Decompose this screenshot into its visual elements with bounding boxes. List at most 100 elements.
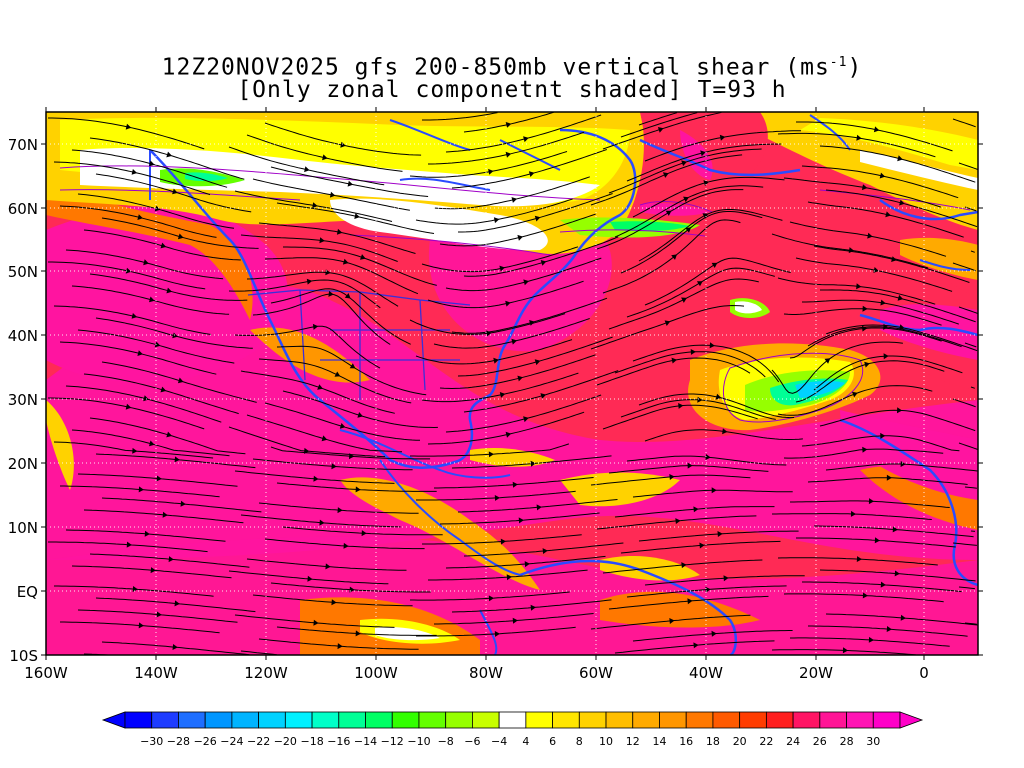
streamline-arrow [675,518,681,524]
colorbar-tick-label: 28 [840,735,854,748]
streamline-arrow [824,358,831,364]
streamline-arrow [528,171,535,177]
streamline-arrow [664,320,671,326]
streamline-arrow [505,122,512,128]
colorbar-swatch [498,711,527,729]
colorbar-tick-label: −14 [354,735,377,748]
lon-label: 0 [919,664,929,682]
streamline-arrow [144,530,150,537]
colorbar-swatch [605,711,634,729]
streamline-arrow [138,486,144,493]
streamline-arrow [506,574,512,581]
streamline-arrow [149,440,155,447]
streamline-arrow [678,403,684,409]
streamline-arrow [530,604,536,611]
streamline-arrow [693,506,699,513]
lon-label: 100W [354,664,398,682]
streamline-arrow [530,460,536,467]
lat-label: 10S [9,647,38,665]
streamline-arrow [149,160,155,167]
streamline-arrow [523,279,529,286]
colorbar-swatch [445,711,473,729]
streamline-arrow [355,630,361,637]
streamline-arrow [861,184,868,191]
colorbar-arrow-right [899,711,924,729]
lat-label: EQ [17,583,38,601]
colorbar-swatch [231,711,260,729]
streamline-arrow [166,287,172,294]
streamline-arrow [131,169,138,175]
streamline-arrow [137,214,143,220]
streamline-arrow [340,141,346,148]
streamline [638,112,678,126]
axis-ticks [41,107,983,660]
lon-label: 80W [469,664,503,682]
colorbar-tick-label: 30 [866,735,880,748]
colorbar-tick-label: 14 [653,735,667,748]
streamline-arrow [349,453,355,460]
streamline [970,386,975,389]
streamline-arrow [172,644,178,650]
streamline-arrow [534,215,541,222]
streamline-arrow [512,481,518,488]
streamline-arrow [511,338,517,345]
streamline-arrow [868,498,874,505]
colorbar-swatch [151,711,179,729]
streamline-arrow [125,267,132,274]
colorbar-swatch [365,711,393,729]
colorbar-tick-label: −6 [464,735,480,748]
streamline-arrow [703,180,709,186]
colorbar-swatch [284,711,313,729]
streamline [952,542,977,546]
coastlines [149,114,978,655]
colorbar-swatch [659,711,687,729]
streamline-arrow [702,213,709,219]
streamline-arrow [523,136,529,143]
streamline-arrow [360,254,366,260]
streamline-arrow [342,258,349,265]
colorbar-arrow-left [101,711,126,729]
streamline-arrow [505,151,512,158]
streamline-arrow [524,561,530,568]
streamline-arrow [862,592,868,599]
streamline-arrow [322,154,328,161]
streamline-arrow [879,172,886,179]
streamline-arrow [344,293,351,299]
streamline-arrow [331,599,337,606]
lat-label: 40N [8,327,38,345]
streamline-arrow [856,283,862,290]
streamline-arrow [687,598,693,605]
streamline-arrow [681,160,687,167]
streamline-arrow [154,341,161,348]
colorbar-swatch [819,711,847,729]
streamline-arrow [685,227,692,233]
streamline-arrow [168,556,174,563]
streamline-arrow [856,556,862,562]
streamline-arrow [166,431,172,438]
streamline-arrow [719,134,726,141]
streamline-arrow [137,350,143,356]
colorbar-tick-label: −28 [167,735,190,748]
streamline-arrow [885,211,891,218]
streamline-arrow [174,456,180,463]
streamline-arrow [493,357,499,364]
streamline-arrow [900,461,906,467]
streamline-arrow [321,435,328,442]
streamline [952,398,976,408]
colorbar-swatch [872,711,901,729]
colorbar-swatch [311,711,340,729]
streamline-arrow [317,384,323,390]
streamline-arrow [542,548,548,554]
colorbar-swatch [578,711,607,729]
streamline-arrow [697,396,703,403]
streamline-arrow [156,475,162,482]
streamline-arrow [862,325,868,332]
streamline-arrow [681,562,687,569]
colorbar-swatch [258,711,286,729]
streamline-arrow [143,259,149,266]
streamline-arrow [511,197,518,203]
streamline-arrow [897,407,903,414]
lon-label: 120W [244,664,288,682]
streamline-arrow [711,487,717,494]
streamline-arrow [517,375,523,382]
